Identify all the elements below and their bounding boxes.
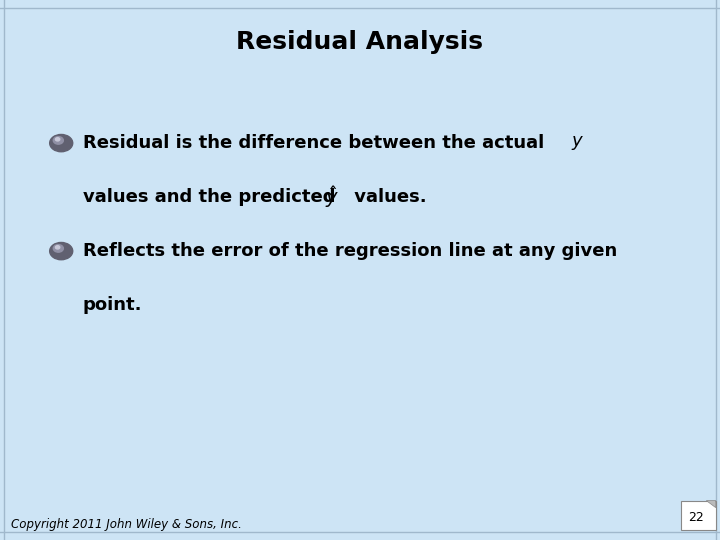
Text: Residual is the difference between the actual: Residual is the difference between the a… [83,134,550,152]
Text: $\mathit{y}$: $\mathit{y}$ [571,134,584,152]
Text: values.: values. [348,188,426,206]
Circle shape [53,137,63,144]
Polygon shape [706,501,716,508]
Circle shape [50,242,73,260]
Text: point.: point. [83,296,143,314]
Text: Copyright 2011 John Wiley & Sons, Inc.: Copyright 2011 John Wiley & Sons, Inc. [11,518,242,531]
Circle shape [55,138,60,141]
Circle shape [50,134,73,152]
Text: values and the predicted: values and the predicted [83,188,348,206]
Text: Residual Analysis: Residual Analysis [236,30,484,53]
Circle shape [53,245,63,252]
FancyBboxPatch shape [681,501,716,530]
Circle shape [55,246,60,249]
Text: 22: 22 [688,511,704,524]
Text: $\hat{y}$: $\hat{y}$ [325,184,340,210]
Text: Reflects the error of the regression line at any given: Reflects the error of the regression lin… [83,242,617,260]
